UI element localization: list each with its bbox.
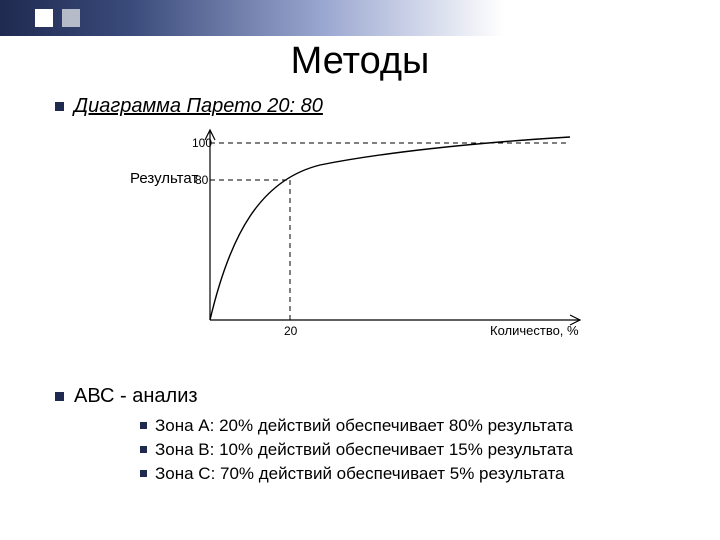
list-item-text: Зона А: 20% действий обеспечивает 80% ре… [155, 415, 573, 437]
bullet-icon [55, 392, 64, 401]
list-item: Зона В: 10% действий обеспечивает 15% ре… [140, 439, 573, 461]
ytick-80: 80 [195, 173, 209, 187]
banner-gradient [0, 0, 720, 40]
ytick-100: 100 [192, 136, 212, 150]
section-pareto-heading: Диаграмма Парето 20: 80 [74, 95, 323, 118]
section-pareto: Диаграмма Парето 20: 80 [55, 95, 323, 118]
bullet-icon [140, 470, 147, 477]
list-item-text: Зона В: 10% действий обеспечивает 15% ре… [155, 439, 573, 461]
list-item-text: Зона С: 70% действий обеспечивает 5% рез… [155, 463, 565, 485]
bullet-icon [55, 102, 64, 111]
x-axis-label: Количество, % [490, 323, 579, 338]
list-item: Зона А: 20% действий обеспечивает 80% ре… [140, 415, 573, 437]
list-item: Зона С: 70% действий обеспечивает 5% рез… [140, 463, 573, 485]
page-title: Методы [0, 40, 720, 83]
abc-list: Зона А: 20% действий обеспечивает 80% ре… [140, 415, 573, 487]
section-abc-heading: АВС - анализ [74, 385, 198, 408]
bullet-icon [140, 422, 147, 429]
pareto-chart: 100 80 20 Количество, % [150, 125, 590, 370]
section-abc: АВС - анализ [55, 385, 198, 408]
bullet-icon [140, 446, 147, 453]
xtick-20: 20 [284, 324, 298, 338]
